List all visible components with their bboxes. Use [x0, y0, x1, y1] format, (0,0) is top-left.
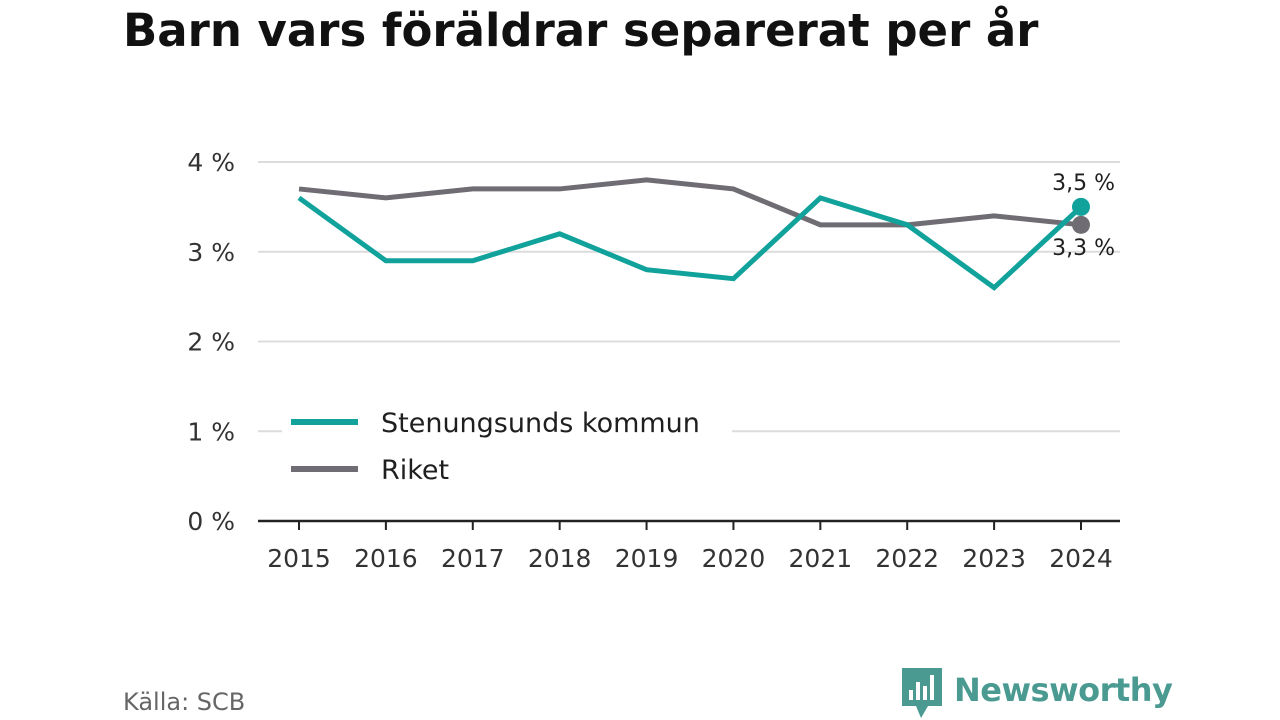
x-tick-label: 2016: [354, 544, 418, 573]
x-tick-label: 2015: [267, 544, 331, 573]
x-tick-label: 2021: [789, 544, 853, 573]
y-tick-label: 3 %: [187, 238, 235, 267]
x-tick-label: 2018: [528, 544, 592, 573]
x-tick-label: 2022: [875, 544, 939, 573]
chart-title: Barn vars föräldrar separerat per år: [123, 4, 1039, 57]
x-axis: 2015 2016 2017 2018 2019 2020 2021 2022 2023 2024: [258, 519, 1120, 573]
x-tick-label: 2019: [615, 544, 679, 573]
series-lines: [297, 177, 1090, 291]
x-tick-label: 2017: [441, 544, 505, 573]
end-value-label: 3,3 %: [1052, 236, 1115, 261]
y-tick-label: 1 %: [187, 417, 235, 446]
y-axis-tick-labels: 0 % 1 % 2 % 3 % 4 %: [187, 148, 235, 536]
y-tick-label: 0 %: [187, 507, 235, 536]
brand-name: Newsworthy: [954, 671, 1173, 709]
series-line: [298, 177, 1082, 228]
end-value-label: 3,5 %: [1052, 171, 1115, 196]
series-end-point: [1072, 215, 1090, 234]
series-line: [297, 195, 1083, 291]
series-end-point: [1072, 197, 1090, 216]
y-tick-label: 2 %: [187, 328, 235, 357]
legend-label: Riket: [381, 455, 449, 486]
legend: Stenungsunds kommun Riket: [282, 408, 732, 486]
end-value-labels: 3,5 % 3,3 %: [1052, 171, 1115, 261]
newsworthy-logo: Newsworthy: [902, 668, 1173, 720]
y-tick-label: 4 %: [187, 148, 235, 177]
legend-label: Stenungsunds kommun: [381, 408, 700, 439]
x-tick-label: 2023: [962, 544, 1026, 573]
bar-chart-speech-bubble-icon: [902, 668, 942, 718]
source-note: Källa: SCB: [123, 688, 246, 716]
gridlines: [258, 161, 1120, 433]
x-tick-label: 2020: [702, 544, 766, 573]
x-tick-label: 2024: [1049, 544, 1113, 573]
